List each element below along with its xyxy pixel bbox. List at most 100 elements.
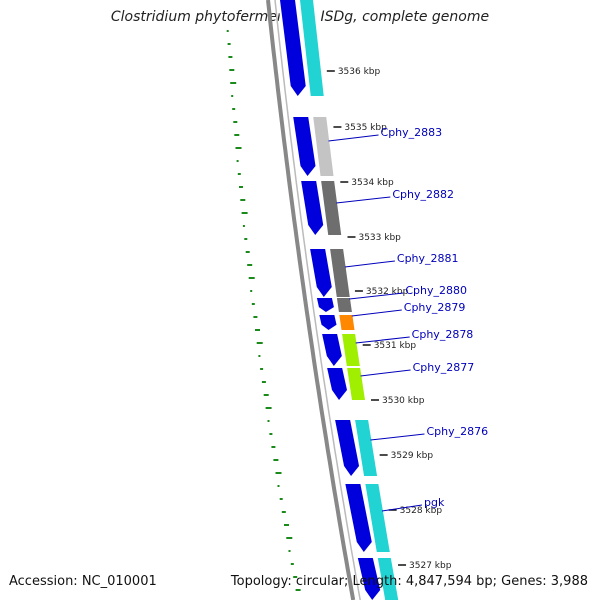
cds-forward-arrow: [301, 181, 324, 235]
gc-skew-mark: [235, 147, 242, 149]
cds-track: [278, 0, 404, 600]
tick-label: 3527 kbp: [409, 561, 452, 571]
gc-skew-mark: [290, 563, 294, 565]
gc-skew-mark: [248, 277, 255, 279]
gc-skew-mark: [231, 95, 234, 97]
gc-skew-mark: [288, 550, 291, 552]
gene-label: Cphy_2879: [404, 301, 466, 314]
gc-skew-mark: [295, 589, 301, 591]
gc-skew-mark: [271, 446, 276, 448]
gc-skew-mark: [273, 459, 279, 461]
gene-leader-line: [370, 433, 425, 441]
gc-skew-mark: [263, 394, 269, 396]
gc-skew-mark: [275, 472, 282, 474]
gene-label: Cphy_2880: [405, 284, 467, 297]
gene-labels: Cphy_2883 Cphy_2882 Cphy_2881 Cphy_2880 Cphy…: [328, 126, 488, 512]
tick-label: 3530 kbp: [382, 396, 425, 406]
tick-label: 3532 kbp: [366, 287, 409, 297]
gc-skew-mark: [250, 290, 253, 292]
gc-skew-mark: [241, 212, 248, 214]
gc-skew-mark: [256, 342, 263, 344]
gc-skew-mark: [239, 186, 243, 188]
cog-block: [321, 181, 342, 235]
cds-forward-arrow: [327, 368, 347, 400]
tick-label: 3534 kbp: [351, 178, 394, 188]
gc-skew-mark: [277, 485, 280, 487]
cds-forward-arrow: [319, 315, 337, 330]
cds-forward-arrow: [316, 298, 334, 312]
accession-label: Accession: NC_010001: [9, 574, 157, 589]
cog-block: [342, 334, 360, 366]
gc-skew-mark: [261, 381, 266, 383]
gene-leader-line: [349, 292, 404, 300]
tick-label: 3536 kbp: [338, 67, 381, 77]
gene-label: Cphy_2883: [381, 126, 443, 139]
cog-block: [365, 484, 390, 552]
cog-block: [313, 117, 334, 176]
backbone-track: [266, 0, 361, 600]
cog-block: [300, 0, 324, 96]
gc-skew-mark: [230, 82, 237, 84]
gene-leader-line: [360, 369, 411, 377]
gene-label: pgk: [424, 496, 445, 509]
gc-skew-mark: [232, 108, 236, 110]
gc-skew-mark: [226, 30, 229, 32]
tick-label: 3528 kbp: [400, 506, 443, 516]
gene-label: Cphy_2882: [392, 188, 454, 201]
cog-block: [336, 298, 352, 312]
tick-label: 3531 kbp: [374, 341, 417, 351]
gc-skew-mark: [279, 498, 283, 500]
cds-forward-arrow: [280, 0, 306, 96]
gc-skew-mark: [267, 420, 270, 422]
gc-skew-mark: [293, 576, 298, 578]
cds-forward-arrow: [293, 117, 316, 176]
backbone-inner-line: [274, 0, 361, 600]
gc-skew-mark: [233, 121, 238, 123]
cog-block: [339, 315, 355, 330]
gene-leader-line: [351, 309, 402, 317]
gc-skew-track: [226, 30, 301, 591]
gc-skew-mark: [258, 355, 261, 357]
gc-skew-mark: [237, 173, 241, 175]
gc-skew-mark: [229, 69, 235, 71]
kbp-ticks: 3536 kbp 3535 kbp 3534 kbp 3533 kbp 3532 kbp…: [326, 67, 452, 571]
tick-label: 3533 kbp: [358, 233, 401, 243]
cog-block: [377, 558, 399, 600]
gc-skew-mark: [260, 368, 264, 370]
gene-label: Cphy_2878: [412, 328, 474, 341]
gc-skew-mark: [247, 264, 253, 266]
gc-skew-mark: [228, 56, 233, 58]
backbone-line: [266, 0, 356, 600]
cog-block: [355, 420, 378, 476]
gc-skew-mark: [234, 134, 240, 136]
cds-forward-arrow: [310, 249, 332, 297]
gc-skew-mark: [284, 524, 289, 526]
gc-skew-mark: [265, 407, 272, 409]
gc-skew-mark: [236, 160, 239, 162]
cog-block: [347, 368, 365, 400]
cds-forward-arrow: [345, 484, 372, 552]
tick-label: 3529 kbp: [391, 451, 434, 461]
gc-skew-mark: [251, 303, 255, 305]
gc-skew-mark: [244, 238, 248, 240]
gene-leader-line: [328, 134, 379, 142]
gene-label: Cphy_2876: [426, 425, 488, 438]
gc-skew-mark: [227, 43, 231, 45]
cog-block: [330, 249, 350, 297]
cds-forward-arrow: [335, 420, 360, 476]
gene-leader-line: [344, 260, 395, 268]
gene-leader-line: [336, 196, 391, 204]
gc-skew-mark: [269, 433, 273, 435]
gc-skew-mark: [245, 251, 250, 253]
cds-forward-arrow: [322, 334, 342, 366]
gc-skew-mark: [240, 199, 246, 201]
gc-skew-mark: [253, 316, 258, 318]
gc-skew-mark: [255, 329, 260, 331]
tick-label: 3535 kbp: [344, 123, 387, 133]
gene-label: Cphy_2881: [397, 252, 459, 265]
gene-leader-line: [381, 504, 423, 512]
cds-forward-arrow: [357, 558, 381, 600]
gc-skew-mark: [242, 225, 245, 227]
gene-leader-line: [355, 336, 410, 344]
